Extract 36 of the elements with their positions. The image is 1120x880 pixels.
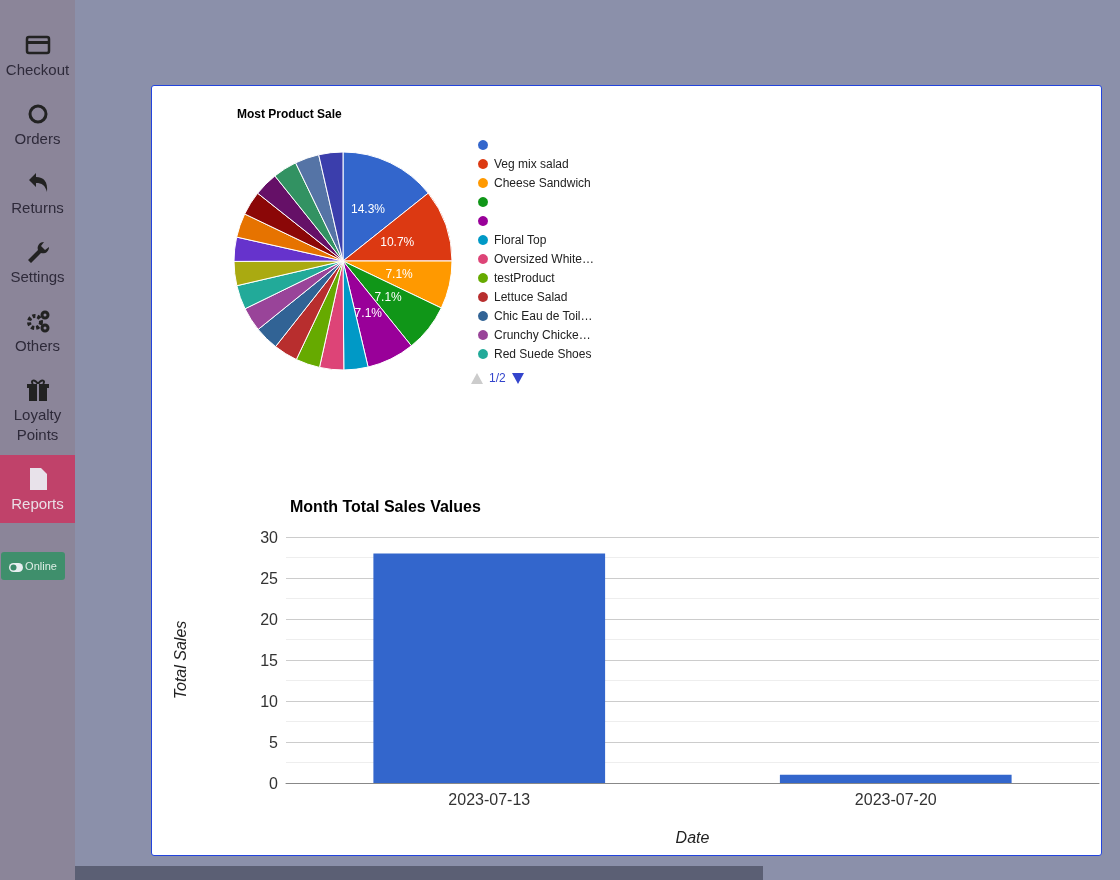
legend-label: Oversized White… xyxy=(494,252,595,266)
y-tick-label: 10 xyxy=(260,692,279,710)
y-tick-label: 25 xyxy=(260,569,279,587)
text: Loyalty Points xyxy=(12,405,63,445)
text: Online xyxy=(25,560,57,572)
data-label: 10.7% xyxy=(380,235,415,250)
legend-label: Chic Eau de Toil… xyxy=(494,309,593,323)
legend-label: testProduct xyxy=(494,271,556,285)
y-axis-title: Total Sales xyxy=(171,620,189,700)
chart-title: Month Total Sales Values xyxy=(290,497,481,515)
y-tick-label: 5 xyxy=(269,733,279,751)
text: Settings xyxy=(10,268,65,285)
legend-label: Crunchy Chicke… xyxy=(494,328,591,342)
legend-label: Cheese Sandwich xyxy=(494,176,591,190)
text: 1/2 xyxy=(489,371,506,385)
y-tick-label: 30 xyxy=(260,528,279,546)
x-tick-label: 2023-07-20 xyxy=(854,790,937,808)
data-label: 7.1% xyxy=(354,305,383,320)
legend-label: Veg mix salad xyxy=(494,157,569,171)
x-axis-title: Date xyxy=(675,828,710,846)
y-tick-label: 0 xyxy=(269,774,279,792)
text: Returns xyxy=(11,199,64,216)
data-label: 14.3% xyxy=(350,202,386,217)
y-tick-label: 15 xyxy=(260,651,279,669)
data-label: 7.1% xyxy=(385,266,414,281)
text: Reports xyxy=(11,495,64,512)
y-tick-label: 20 xyxy=(260,610,279,628)
text: Orders xyxy=(14,130,61,147)
text: Checkout xyxy=(5,61,70,78)
data-label: 7.1% xyxy=(374,289,403,304)
legend-label: Red Suede Shoes xyxy=(494,347,592,361)
text: Others xyxy=(14,337,60,354)
x-tick-label: 2023-07-13 xyxy=(448,790,531,808)
chart-title: Most Product Sale xyxy=(237,107,343,121)
legend-label: Lettuce Salad xyxy=(494,290,568,304)
legend-label: Floral Top xyxy=(494,233,547,247)
